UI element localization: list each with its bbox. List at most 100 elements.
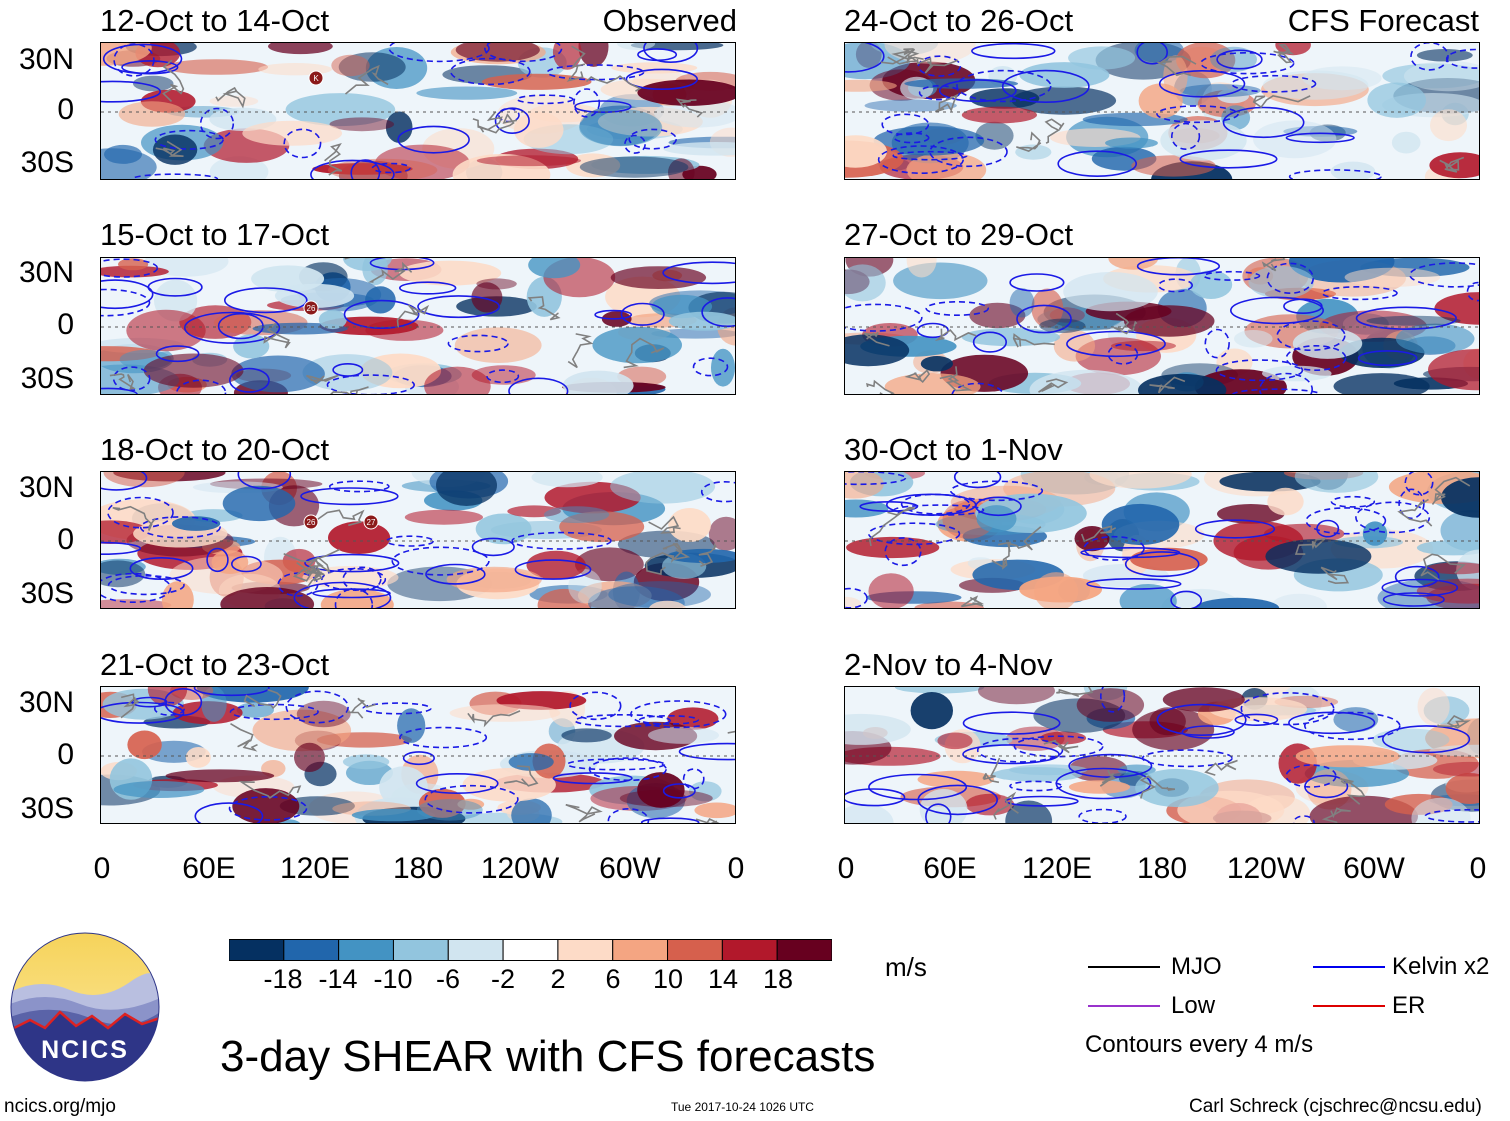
coastline: [324, 142, 343, 176]
shear-anomaly-blob: [654, 99, 735, 128]
shear-anomaly-blob: [268, 43, 333, 55]
coastline: [939, 366, 973, 392]
kelvin-contour: [662, 783, 696, 799]
colorbar-box: [228, 939, 285, 961]
colorbar-tick-label: -2: [490, 964, 515, 994]
coastline: [567, 333, 594, 369]
shear-anomaly-blob: [893, 262, 988, 300]
shear-anomaly-blob: [416, 799, 483, 821]
legend-line-kelvin: [1313, 966, 1385, 968]
legend-line-mjo: [1088, 966, 1160, 968]
shear-anomaly-blob: [118, 101, 186, 127]
kelvin-contour: [1259, 372, 1313, 394]
lon-label: 60E: [923, 852, 977, 885]
kelvin-contour: [155, 345, 200, 363]
lon-label: 120E: [279, 852, 351, 885]
kelvin-contour: [350, 159, 381, 179]
kelvin-contour: [514, 559, 592, 580]
shear-anomaly-blob: [222, 485, 296, 522]
kelvin-contour: [972, 331, 1007, 353]
legend-label: Kelvin x2: [1392, 953, 1490, 980]
footer-url[interactable]: ncics.org/mjo: [4, 1096, 116, 1117]
kelvin-contour: [1466, 281, 1479, 302]
shear-anomaly-blob: [1294, 472, 1379, 493]
shear-anomaly-blob: [318, 310, 347, 330]
shear-anomaly-blob: [1429, 152, 1479, 179]
kelvin-contour: [206, 547, 229, 573]
shear-map-panel: 26 27: [100, 471, 736, 609]
kelvin-contour: [1181, 725, 1235, 739]
kelvin-contour: [516, 94, 574, 105]
lat-label: 30S: [20, 577, 74, 610]
kelvin-contour: [471, 537, 515, 557]
panel-title: 27-Oct to 29-Oct: [844, 217, 1074, 252]
kelvin-contour: [1410, 43, 1449, 71]
shear-anomaly-blob: [1330, 161, 1376, 179]
colorbar-box: [776, 939, 833, 961]
colorbar-tick-label: 14: [707, 964, 739, 994]
shear-map: [845, 258, 1479, 394]
shear-anomaly-blob: [416, 86, 518, 100]
shear-anomaly-blob: [1195, 597, 1280, 608]
kelvin-contour: [415, 773, 499, 795]
lat-label: 30S: [20, 362, 74, 395]
figure-title: 3-day SHEAR with CFS forecasts: [220, 1032, 876, 1081]
shear-anomaly-blob: [1441, 477, 1479, 518]
coastline: [1436, 715, 1471, 729]
shear-anomaly-blob: [220, 587, 315, 608]
shear-anomaly-blob: [1082, 563, 1169, 588]
panel-title: 30-Oct to 1-Nov: [844, 432, 1063, 467]
shear-anomaly-blob: [1234, 330, 1273, 348]
shear-anomaly-blob: [1426, 562, 1479, 575]
kelvin-contour: [1381, 578, 1459, 597]
kelvin-contour: [1424, 809, 1479, 823]
kelvin-contour: [574, 713, 671, 728]
kelvin-contour: [147, 277, 203, 297]
kelvin-contour: [1179, 149, 1278, 169]
coastline: [1155, 55, 1197, 77]
shear-anomaly-blob: [1180, 84, 1261, 98]
kelvin-contour: [1171, 122, 1201, 150]
kelvin-contour: [164, 688, 203, 716]
lon-label: 0: [93, 852, 111, 885]
colorbar-svg: [228, 939, 833, 961]
kelvin-contour: [312, 588, 391, 599]
shear-anomaly-blob: [845, 596, 861, 608]
coastline: [1439, 156, 1465, 173]
shear-anomaly-blob: [1391, 131, 1421, 154]
kelvin-contour: [1078, 808, 1127, 823]
shear-anomaly-blob: [845, 79, 897, 92]
shear-anomaly-blob: [397, 708, 426, 743]
lon-label: 0: [1469, 852, 1487, 885]
storm-marker-label: K: [313, 74, 319, 83]
shear-anomaly-blob: [274, 283, 355, 308]
kelvin-contour: [101, 387, 139, 394]
kelvin-contour: [101, 572, 172, 603]
panel-title: 12-Oct to 14-Oct: [100, 3, 330, 38]
kelvin-contour: [402, 751, 436, 766]
kelvin-contour: [620, 302, 665, 326]
shear-anomaly-blob: [328, 521, 391, 554]
shear-anomaly-blob: [961, 106, 1037, 124]
coastline: [565, 804, 603, 823]
shear-anomaly-blob: [1428, 349, 1479, 391]
kelvin-contour: [1194, 519, 1276, 539]
kelvin-contour: [1398, 488, 1425, 520]
kelvin-contour: [569, 691, 622, 721]
shear-anomaly-blob: [1372, 728, 1450, 751]
kelvin-contour: [892, 150, 968, 161]
shear-anomaly-blob: [1053, 330, 1096, 362]
shear-anomaly-blob: [1253, 120, 1337, 159]
coastline: [645, 549, 691, 576]
coastline: [698, 542, 717, 567]
shear-anomaly-blob: [711, 348, 735, 387]
shear-map-panel: [844, 471, 1480, 609]
coastline: [993, 791, 1019, 820]
coastline: [1320, 566, 1350, 585]
coastline: [675, 98, 704, 118]
lon-label: 0: [837, 852, 855, 885]
shear-anomaly-blob: [552, 43, 582, 70]
shear-anomaly-blob: [103, 472, 185, 488]
shear-anomaly-blob: [1119, 584, 1177, 608]
shear-anomaly-blob: [1416, 578, 1479, 604]
